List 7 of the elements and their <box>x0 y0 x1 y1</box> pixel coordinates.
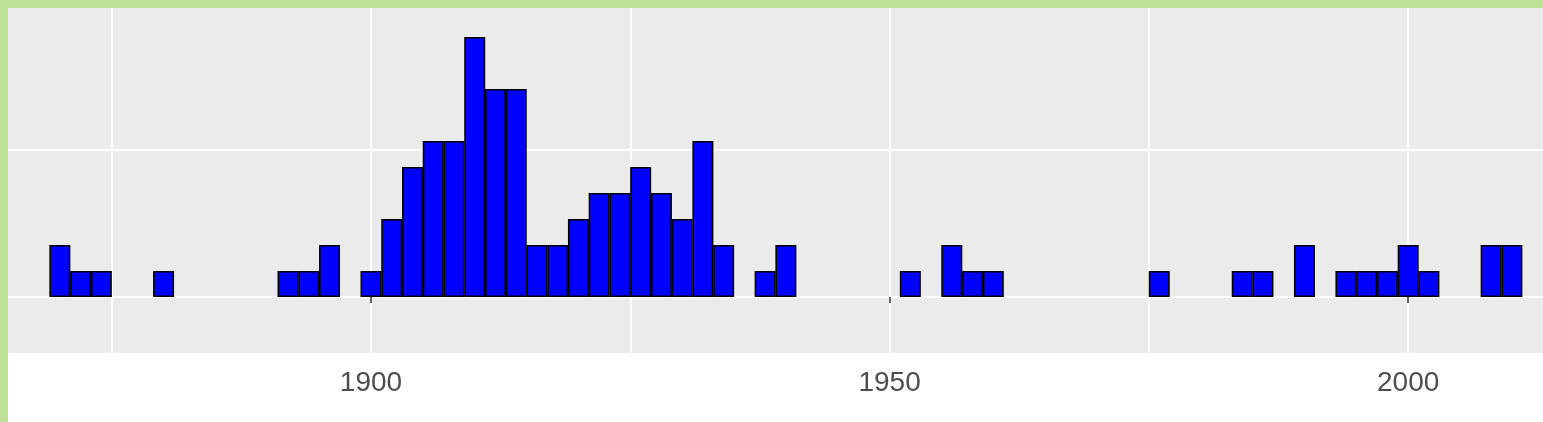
bar <box>153 271 175 297</box>
bar <box>1293 245 1315 297</box>
x-tick-label: 1950 <box>858 365 921 397</box>
bar <box>1148 271 1170 297</box>
x-tick-label: 1900 <box>339 365 403 397</box>
x-tick-label: 2000 <box>1377 365 1440 397</box>
bar <box>899 271 921 297</box>
